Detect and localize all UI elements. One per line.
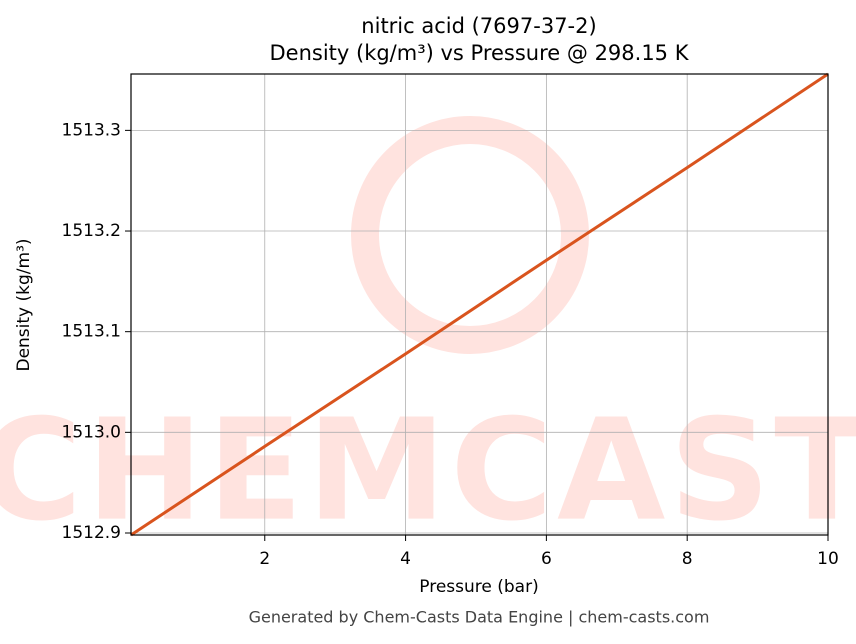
y-tick-label: 1512.9 <box>62 523 121 543</box>
plot-frame <box>130 73 829 536</box>
y-tick-label: 1513.0 <box>62 422 121 442</box>
watermark-logo <box>351 116 589 354</box>
y-axis-label: Density (kg/m³) <box>14 238 34 371</box>
x-tick-label: 8 <box>682 549 693 569</box>
x-tick-label: 10 <box>817 549 839 569</box>
x-tick-label: 4 <box>400 549 411 569</box>
x-tick-label: 6 <box>541 549 552 569</box>
data-line <box>130 72 829 537</box>
y-tick-label: 1513.2 <box>62 221 121 241</box>
x-axis-label: Pressure (bar) <box>419 577 538 597</box>
watermark: CHEMCASTS <box>0 390 856 553</box>
y-tick-label: 1513.1 <box>62 322 121 342</box>
y-tick-label: 1513.3 <box>62 120 121 140</box>
chart-subtitle: Density (kg/m³) vs Pressure @ 298.15 K <box>269 41 689 65</box>
chart-title: nitric acid (7697-37-2) <box>361 14 596 38</box>
footer: Generated by Chem-Casts Data Engine | ch… <box>249 608 710 627</box>
x-tick-label: 2 <box>259 549 270 569</box>
